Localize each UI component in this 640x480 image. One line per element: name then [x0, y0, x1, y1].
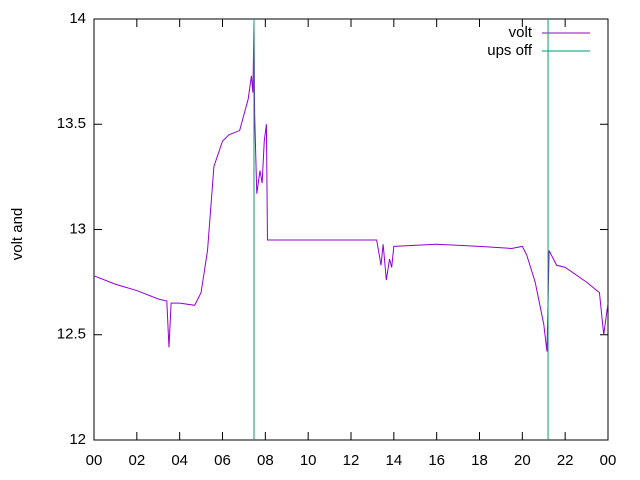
plot-border — [93, 18, 609, 441]
x-tick-label: 14 — [385, 452, 402, 469]
x-tick-label: 04 — [171, 452, 188, 469]
x-tick-label: 10 — [300, 452, 317, 469]
legend-label: volt — [509, 24, 533, 41]
legend-label: ups off — [487, 42, 533, 59]
x-tick-label: 20 — [514, 452, 531, 469]
y-tick-label: 12.5 — [57, 326, 86, 343]
x-tick-label: 02 — [128, 452, 145, 469]
x-tick-label: 12 — [343, 452, 360, 469]
series-line — [93, 23, 609, 352]
y-tick-label: 14 — [69, 10, 86, 27]
x-tick-label: 16 — [428, 452, 445, 469]
x-tick-label: 00 — [86, 452, 103, 469]
x-tick-label: 06 — [214, 452, 231, 469]
y-tick-label: 13 — [69, 220, 86, 237]
x-tick-label: 22 — [557, 452, 574, 469]
x-tick-label: 08 — [257, 452, 274, 469]
y-axis-label: volt and — [9, 208, 26, 261]
x-tick-label: 18 — [471, 452, 488, 469]
y-tick-label: 13.5 — [57, 115, 86, 132]
y-tick-label: 12 — [69, 431, 86, 448]
x-tick-label: 00 — [600, 452, 617, 469]
